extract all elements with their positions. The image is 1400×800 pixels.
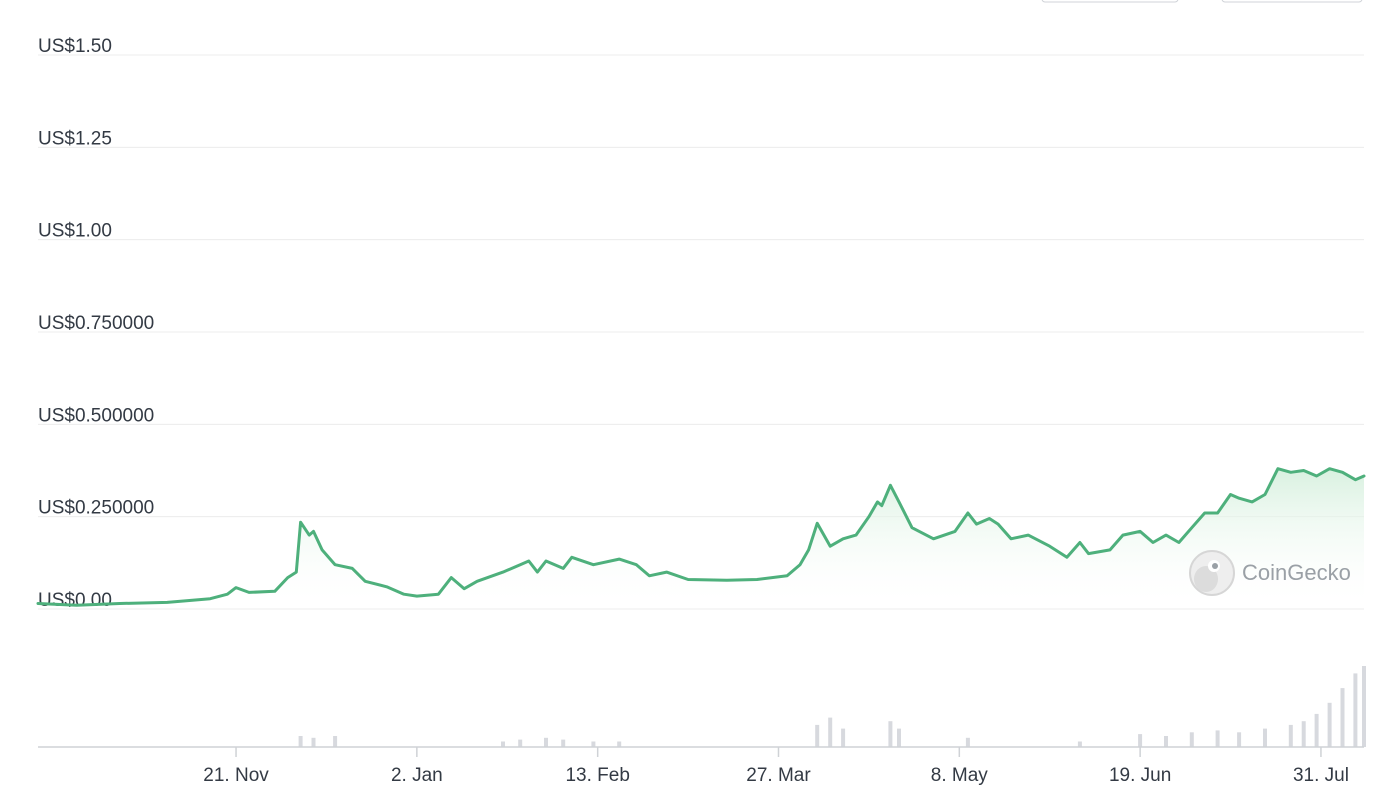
x-tick-label: 27. Mar	[746, 765, 811, 786]
volume-bar	[1327, 702, 1332, 747]
y-tick-label: US$1.00	[38, 221, 112, 242]
volume-bar	[1314, 713, 1319, 747]
volume-bar	[1138, 734, 1143, 747]
x-tick-label: 19. Jun	[1109, 765, 1171, 786]
volume-bar	[897, 728, 901, 747]
volume-bar	[311, 737, 316, 747]
volume-bar	[1164, 736, 1168, 747]
volume-bar	[518, 739, 523, 747]
volume-bar	[333, 736, 338, 747]
volume-bar	[544, 737, 548, 747]
x-tick-label: 13. Feb	[565, 765, 629, 786]
volume-bar	[1077, 741, 1082, 747]
y-tick-label: US$1.50	[38, 36, 112, 57]
volume-bar	[815, 724, 820, 747]
x-axis: 21. Nov 2. Jan 13. Feb 27. Mar 8. May 19. Jun…	[203, 747, 1349, 786]
volume-bar	[1288, 724, 1293, 747]
volume-bar	[888, 721, 893, 747]
x-tick-label: 21. Nov	[203, 765, 269, 786]
y-tick-label: US$0.750000	[38, 313, 154, 334]
volume-bar	[298, 736, 303, 747]
volume-bar	[1189, 732, 1194, 747]
coingecko-gecko-icon	[1189, 550, 1235, 596]
volume-bar	[617, 741, 622, 747]
volume-bar	[1353, 673, 1358, 747]
grid-lines	[38, 54, 1364, 610]
volume-bar	[1263, 728, 1267, 747]
y-tick-label: US$0.250000	[38, 498, 154, 519]
price-line[interactable]	[36, 467, 1366, 607]
price-area	[38, 468, 1364, 609]
y-axis: US$0.00US$0.250000US$0.500000US$0.750000…	[38, 36, 154, 611]
y-tick-label: US$0.500000	[38, 405, 154, 426]
volume-bar	[965, 737, 970, 747]
volume-bar	[561, 739, 566, 747]
volume-bar	[1301, 721, 1306, 747]
volume-bar	[1340, 688, 1345, 747]
volume-bar	[1362, 666, 1366, 747]
toolbar-button-fragment[interactable]	[1041, 0, 1179, 3]
x-tick-label: 2. Jan	[391, 765, 443, 786]
volume-bar	[828, 717, 833, 747]
volume-bar	[501, 741, 505, 747]
x-tick-label: 31. Jul	[1293, 765, 1349, 786]
coingecko-watermark: CoinGecko	[1189, 550, 1351, 596]
toolbar-button-fragment[interactable]	[1221, 0, 1363, 3]
x-tick-label: 8. May	[931, 765, 989, 786]
volume-bar	[591, 741, 596, 747]
y-tick-label: US$1.25	[38, 128, 112, 149]
volume-bar	[1215, 730, 1220, 747]
volume-bar	[841, 728, 846, 747]
volume-bars	[298, 666, 1366, 747]
volume-bar	[1237, 732, 1242, 747]
watermark-text: CoinGecko	[1242, 560, 1351, 585]
